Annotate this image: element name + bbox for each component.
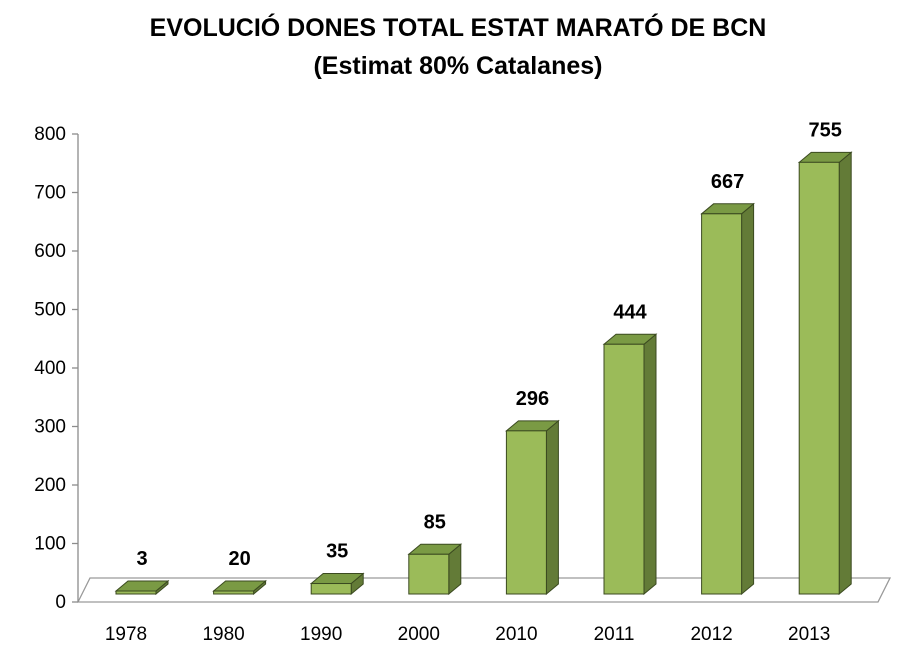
data-label: 20	[228, 548, 250, 570]
y-axis-ticks: 0 100 200 300 400 500 600 700 800	[34, 124, 78, 613]
data-label: 85	[424, 511, 446, 533]
bar-side-face	[838, 151, 852, 596]
bar-front-face	[798, 161, 840, 595]
bar-front-face	[310, 583, 352, 595]
y-tick-label: 0	[55, 592, 66, 613]
bar-front-face	[603, 343, 645, 595]
bar	[309, 572, 365, 596]
bars	[114, 151, 853, 596]
bar	[407, 543, 463, 596]
y-tick-label: 100	[34, 534, 66, 555]
data-label: 3	[136, 548, 147, 570]
bar-side-face	[545, 419, 559, 596]
bar	[212, 579, 267, 596]
x-tick-label: 2013	[788, 624, 830, 645]
bar-side-face	[643, 333, 657, 596]
bar-front-face	[115, 590, 157, 595]
x-tick-label: 1980	[202, 624, 244, 645]
bar-side-face	[741, 202, 755, 596]
floor-plane	[76, 577, 892, 603]
bar	[602, 333, 658, 596]
y-tick-label: 400	[34, 358, 66, 379]
bar-front-face	[505, 430, 547, 595]
bar-front-face	[701, 213, 743, 595]
data-label: 755	[809, 119, 842, 141]
chart-floor	[76, 577, 892, 603]
data-label: 35	[326, 541, 348, 563]
y-tick-label: 300	[34, 417, 66, 438]
x-tick-label: 2010	[495, 624, 537, 645]
bar-front-face	[408, 553, 450, 595]
data-label: 444	[613, 301, 647, 323]
data-label: 296	[516, 388, 549, 410]
data-labels: 3 20 35 85 296 444 667 755	[136, 119, 841, 570]
bar-front-face	[213, 590, 255, 595]
x-tick-label: 2012	[690, 624, 732, 645]
x-tick-label: 2011	[594, 624, 635, 645]
bar	[114, 579, 170, 596]
y-tick-label: 800	[34, 124, 66, 145]
data-label: 667	[711, 171, 744, 193]
y-tick-label: 600	[34, 241, 66, 262]
chart-title: EVOLUCIÓ DONES TOTAL ESTAT MARATÓ DE BCN	[150, 12, 767, 42]
y-tick-label: 500	[34, 300, 66, 321]
x-tick-label: 1990	[300, 624, 342, 645]
x-tick-label: 2000	[398, 624, 440, 645]
y-tick-label: 700	[34, 183, 66, 204]
bar	[505, 419, 560, 596]
chart-subtitle: (Estimat 80% Catalanes)	[313, 52, 602, 80]
x-axis-labels: 1978 1980 1990 2000 2010 2011 2012 2013	[105, 624, 830, 645]
bar	[700, 202, 755, 596]
bar	[797, 151, 853, 596]
y-tick-label: 200	[34, 475, 66, 496]
x-tick-label: 1978	[105, 624, 147, 645]
